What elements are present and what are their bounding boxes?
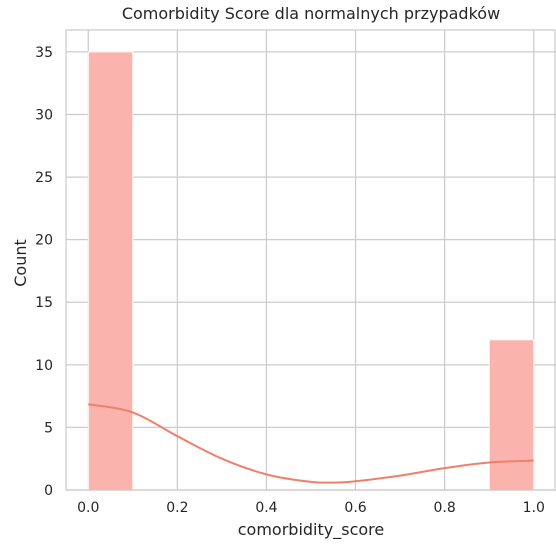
y-tick-labels: 0 5 10 15 20 25 30 35: [35, 45, 53, 499]
histogram-bar: [488, 339, 535, 491]
y-tick-label: 25: [35, 170, 53, 186]
x-tick-label: 1.0: [523, 500, 545, 516]
y-tick-label: 30: [35, 107, 53, 123]
x-tick-label: 0.0: [77, 500, 99, 516]
y-tick-label: 20: [35, 233, 53, 249]
y-tick-label: 10: [35, 358, 53, 374]
x-tick-label: 0.2: [166, 500, 188, 516]
x-tick-labels: 0.0 0.2 0.4 0.6 0.8 1.0: [77, 500, 545, 516]
y-tick-label: 35: [35, 45, 53, 61]
y-tick-label: 5: [44, 420, 53, 436]
x-tick-label: 0.8: [434, 500, 456, 516]
y-tick-label: 15: [35, 295, 53, 311]
x-tick-label: 0.4: [255, 500, 277, 516]
histogram-bar: [87, 51, 134, 491]
axes-border: [65, 29, 556, 491]
x-tick-label: 0.6: [344, 500, 366, 516]
kde-curve: [88, 403, 534, 484]
x-axis-label: comorbidity_score: [238, 520, 384, 540]
y-tick-label: 0: [44, 483, 53, 499]
bars: [87, 51, 535, 491]
kde-curve-group: [88, 403, 534, 484]
axes-frame: [65, 29, 556, 491]
chart-title: Comorbidity Score dla normalnych przypad…: [122, 4, 500, 23]
grid: [66, 30, 556, 491]
y-axis-label: Count: [11, 239, 30, 287]
